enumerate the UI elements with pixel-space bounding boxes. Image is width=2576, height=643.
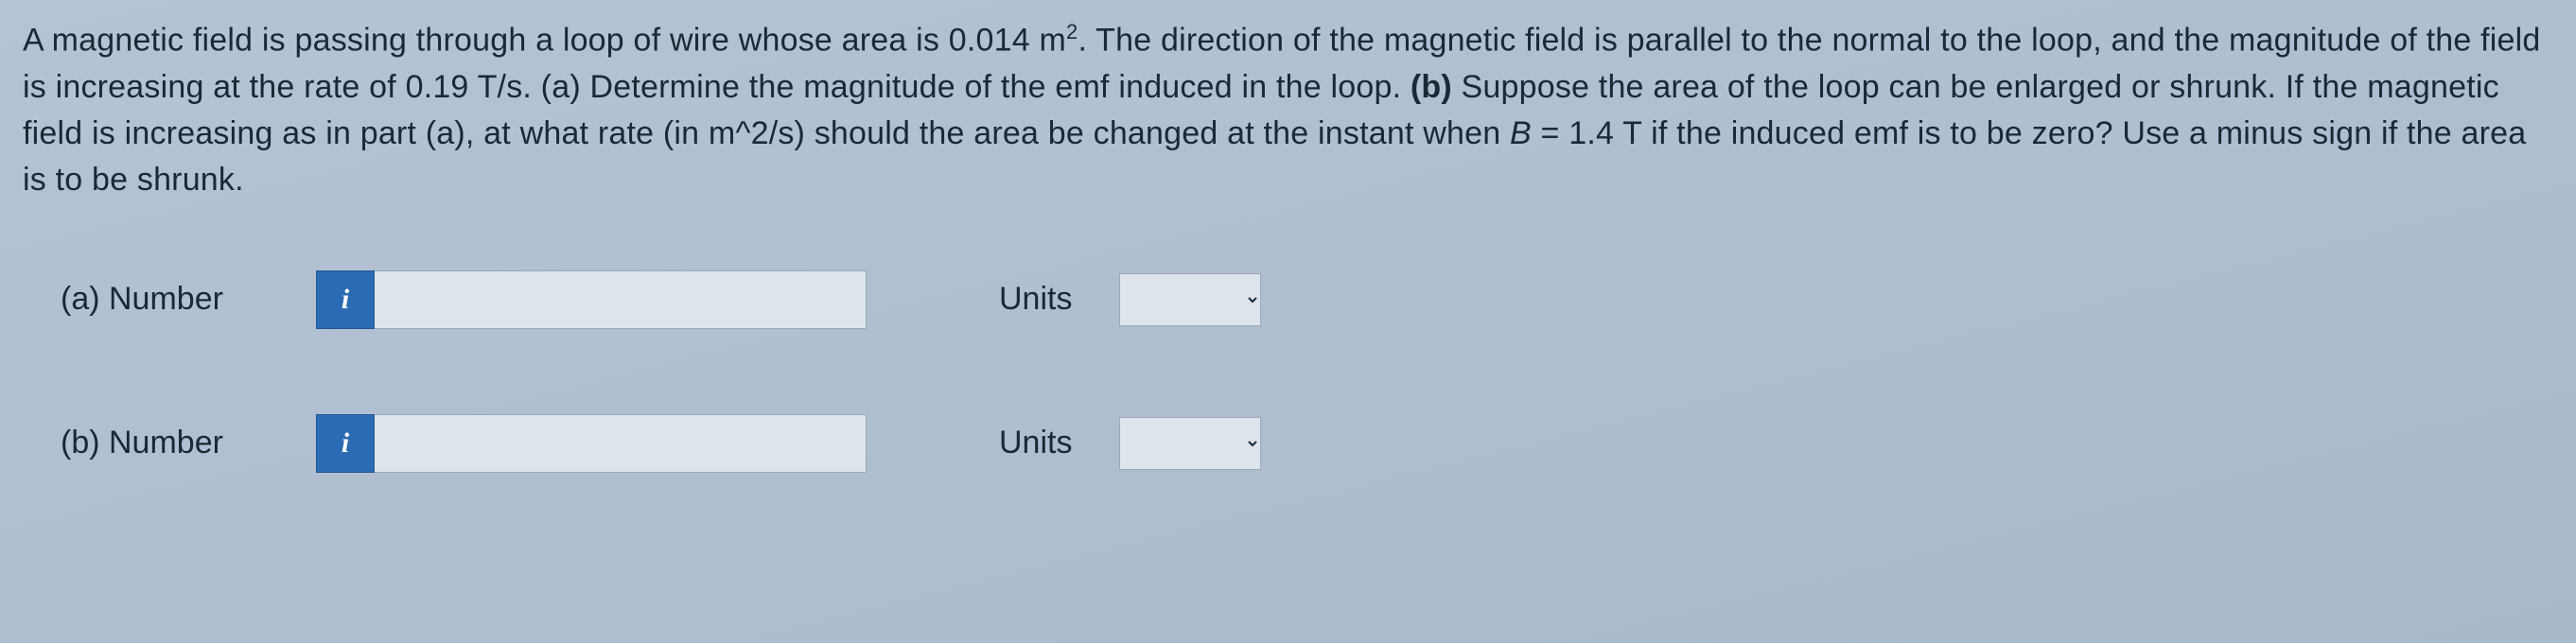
info-icon[interactable]: i (316, 270, 375, 329)
number-input-b[interactable] (375, 414, 867, 473)
units-select-b[interactable] (1119, 417, 1261, 470)
info-icon[interactable]: i (316, 414, 375, 473)
number-input-wrap-b: i (316, 414, 867, 473)
units-select-a[interactable] (1119, 273, 1261, 326)
number-input-wrap-a: i (316, 270, 867, 329)
answer-row-b: (b) Number i Units (61, 414, 2553, 473)
units-label-a: Units (999, 281, 1072, 318)
problem-text: A magnetic field is passing through a lo… (23, 17, 2553, 204)
number-input-a[interactable] (375, 270, 867, 329)
answers-region: (a) Number i Units (b) Number i Units (23, 270, 2553, 473)
part-b-label: (b) Number (61, 425, 288, 461)
answer-row-a: (a) Number i Units (61, 270, 2553, 329)
part-a-label: (a) Number (61, 281, 288, 318)
units-label-b: Units (999, 425, 1072, 461)
